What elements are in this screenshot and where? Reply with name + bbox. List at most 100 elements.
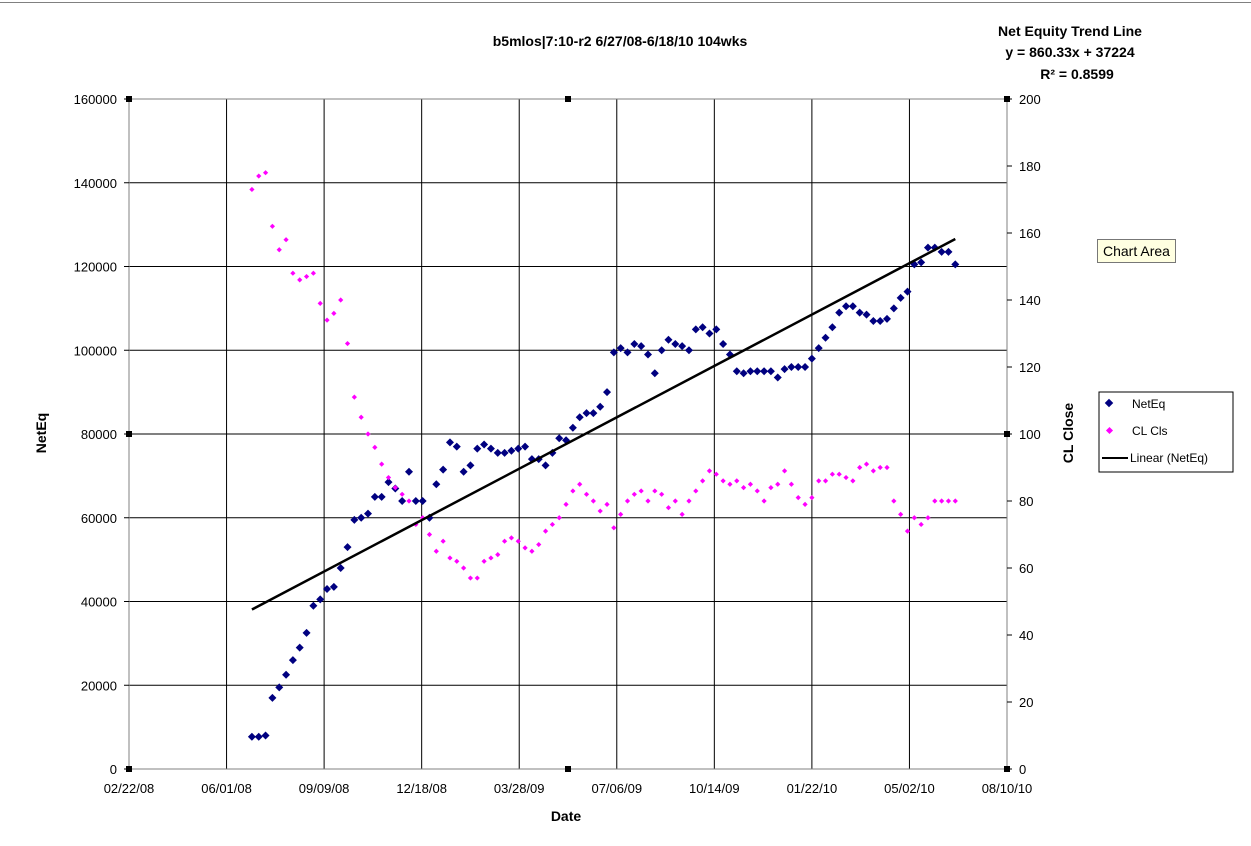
data-point <box>358 414 364 420</box>
data-point <box>247 732 256 741</box>
data-point <box>582 409 591 418</box>
data-point <box>563 501 569 507</box>
data-point <box>618 511 624 517</box>
x-tick-label: 06/01/08 <box>201 781 252 796</box>
data-point <box>501 538 508 544</box>
data-point <box>385 474 392 481</box>
data-point <box>461 565 467 571</box>
data-point <box>611 525 617 531</box>
x-tick-label: 02/22/08 <box>104 781 155 796</box>
data-point <box>577 481 583 487</box>
data-point <box>835 308 844 317</box>
data-point <box>536 541 542 548</box>
x-tick-label: 05/02/10 <box>884 781 935 796</box>
y2-tick-label: 60 <box>1019 561 1033 576</box>
data-point <box>365 431 371 437</box>
data-point <box>514 444 523 453</box>
x-tick-label: 03/28/09 <box>494 781 545 796</box>
y2-axis-label: CL Close <box>1060 403 1076 464</box>
data-point <box>766 367 775 376</box>
data-point <box>911 515 917 521</box>
data-point <box>609 348 618 357</box>
data-point <box>317 300 323 306</box>
data-point <box>706 468 713 474</box>
data-point <box>500 448 509 457</box>
data-point <box>261 731 270 740</box>
data-point <box>630 339 639 348</box>
data-point <box>440 538 446 544</box>
data-point <box>624 498 631 504</box>
data-point <box>652 488 658 494</box>
data-point <box>309 601 318 610</box>
data-point <box>665 505 672 511</box>
legend-marker-neteq <box>1104 398 1114 408</box>
data-point <box>684 346 693 355</box>
y-tick-label: 80000 <box>81 427 117 442</box>
data-point <box>515 538 521 544</box>
data-point <box>364 509 373 518</box>
data-point <box>522 545 528 551</box>
data-point <box>650 369 659 378</box>
data-point <box>734 478 740 484</box>
data-point <box>679 511 685 517</box>
data-point <box>720 478 726 484</box>
data-point <box>542 528 549 534</box>
data-point <box>937 247 946 256</box>
data-point <box>254 732 263 741</box>
data-point <box>269 223 276 229</box>
legend[interactable]: NetEq CL Cls Linear (NetEq) <box>1098 391 1234 473</box>
data-point <box>370 492 379 501</box>
data-point <box>870 468 876 474</box>
data-point <box>404 467 413 476</box>
data-point <box>713 471 719 477</box>
data-point <box>603 388 612 397</box>
data-point <box>917 258 926 267</box>
data-point <box>466 461 475 470</box>
y2-tick-label: 160 <box>1019 226 1041 241</box>
selection-handle[interactable] <box>565 766 571 772</box>
data-point <box>923 243 932 252</box>
x-tick-label: 08/10/10 <box>982 781 1033 796</box>
y2-tick-label: 20 <box>1019 695 1033 710</box>
data-point <box>521 442 530 451</box>
data-point <box>439 465 448 474</box>
y-tick-label: 140000 <box>74 176 117 191</box>
data-point <box>898 511 904 517</box>
data-point <box>316 595 325 604</box>
data-point <box>583 491 590 497</box>
data-point <box>445 438 454 447</box>
data-point <box>945 498 952 504</box>
data-point <box>842 302 851 311</box>
data-point <box>712 325 721 334</box>
y-tick-label: 100000 <box>74 343 117 358</box>
series-linear-neteq <box>251 237 956 611</box>
data-point <box>507 446 516 455</box>
data-point <box>761 498 767 504</box>
data-point <box>732 367 741 376</box>
series-neteq <box>247 243 960 741</box>
legend-label-trend: Linear (NetEq) <box>1130 451 1208 465</box>
selection-handle[interactable] <box>565 96 571 102</box>
data-point <box>719 339 728 348</box>
y2-tick-label: 100 <box>1019 427 1041 442</box>
data-point <box>746 367 755 376</box>
data-point <box>297 277 303 283</box>
data-point <box>338 297 344 303</box>
data-point <box>773 373 782 382</box>
data-point <box>843 474 849 481</box>
x-tick-label: 01/22/10 <box>787 781 838 796</box>
data-point <box>323 584 332 593</box>
y2-tick-label: 40 <box>1019 628 1033 643</box>
data-point <box>850 478 856 484</box>
data-point <box>700 478 706 484</box>
data-point <box>488 555 494 561</box>
data-point <box>495 552 501 558</box>
legend-label-neteq: NetEq <box>1132 397 1165 411</box>
data-point <box>828 323 837 332</box>
data-point <box>399 491 405 497</box>
data-point <box>351 394 357 400</box>
data-point <box>596 402 605 411</box>
data-point <box>638 488 644 494</box>
x-tick-label: 12/18/08 <box>396 781 447 796</box>
